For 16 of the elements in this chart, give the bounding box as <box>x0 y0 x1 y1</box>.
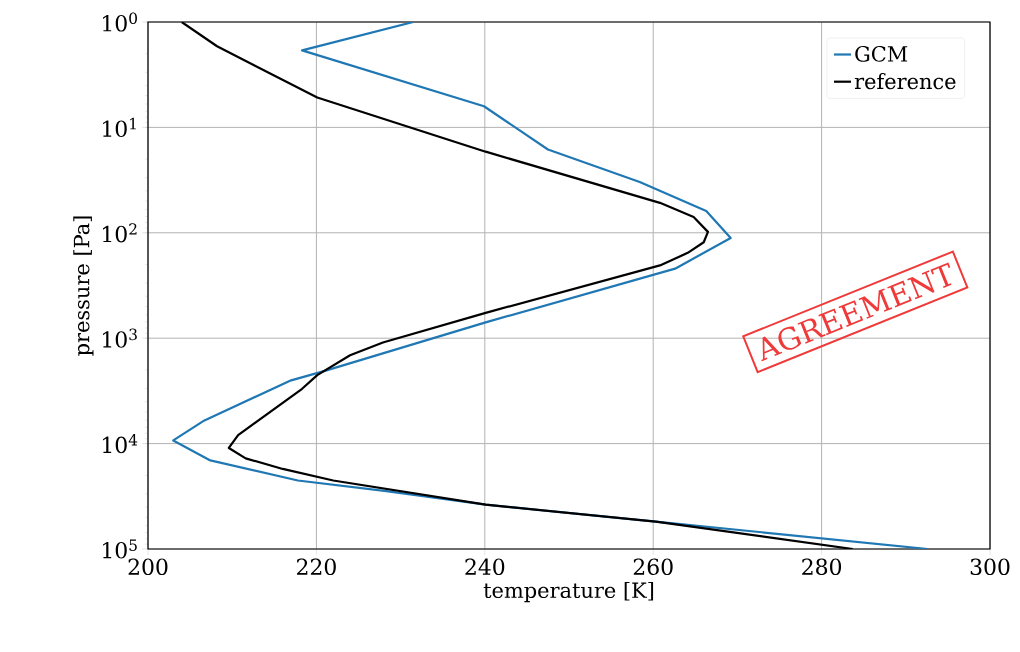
x-axis-title: temperature [K] <box>483 581 654 603</box>
x-tick-label: 300 <box>970 558 1010 576</box>
y-tick-label: 10$^{0}$ <box>103 12 137 32</box>
x-tick-label: 220 <box>296 558 336 576</box>
y-tick-label: 10$^{2}$ <box>103 223 137 243</box>
legend-label: GCM <box>855 45 908 62</box>
x-tick-label: 260 <box>633 558 673 576</box>
y-tick-label: 10$^{3}$ <box>103 328 137 348</box>
y-axis-title: pressure [Pa] <box>73 216 94 356</box>
y-tick-label: 10$^{5}$ <box>103 539 137 559</box>
x-tick-label: 240 <box>465 558 505 576</box>
y-tick-label: 10$^{1}$ <box>103 117 136 137</box>
x-tick-label: 280 <box>802 558 842 576</box>
y-tick-label: 10$^{4}$ <box>103 433 138 454</box>
x-tick-label: 200 <box>128 558 168 576</box>
legend-label: reference <box>854 73 956 90</box>
